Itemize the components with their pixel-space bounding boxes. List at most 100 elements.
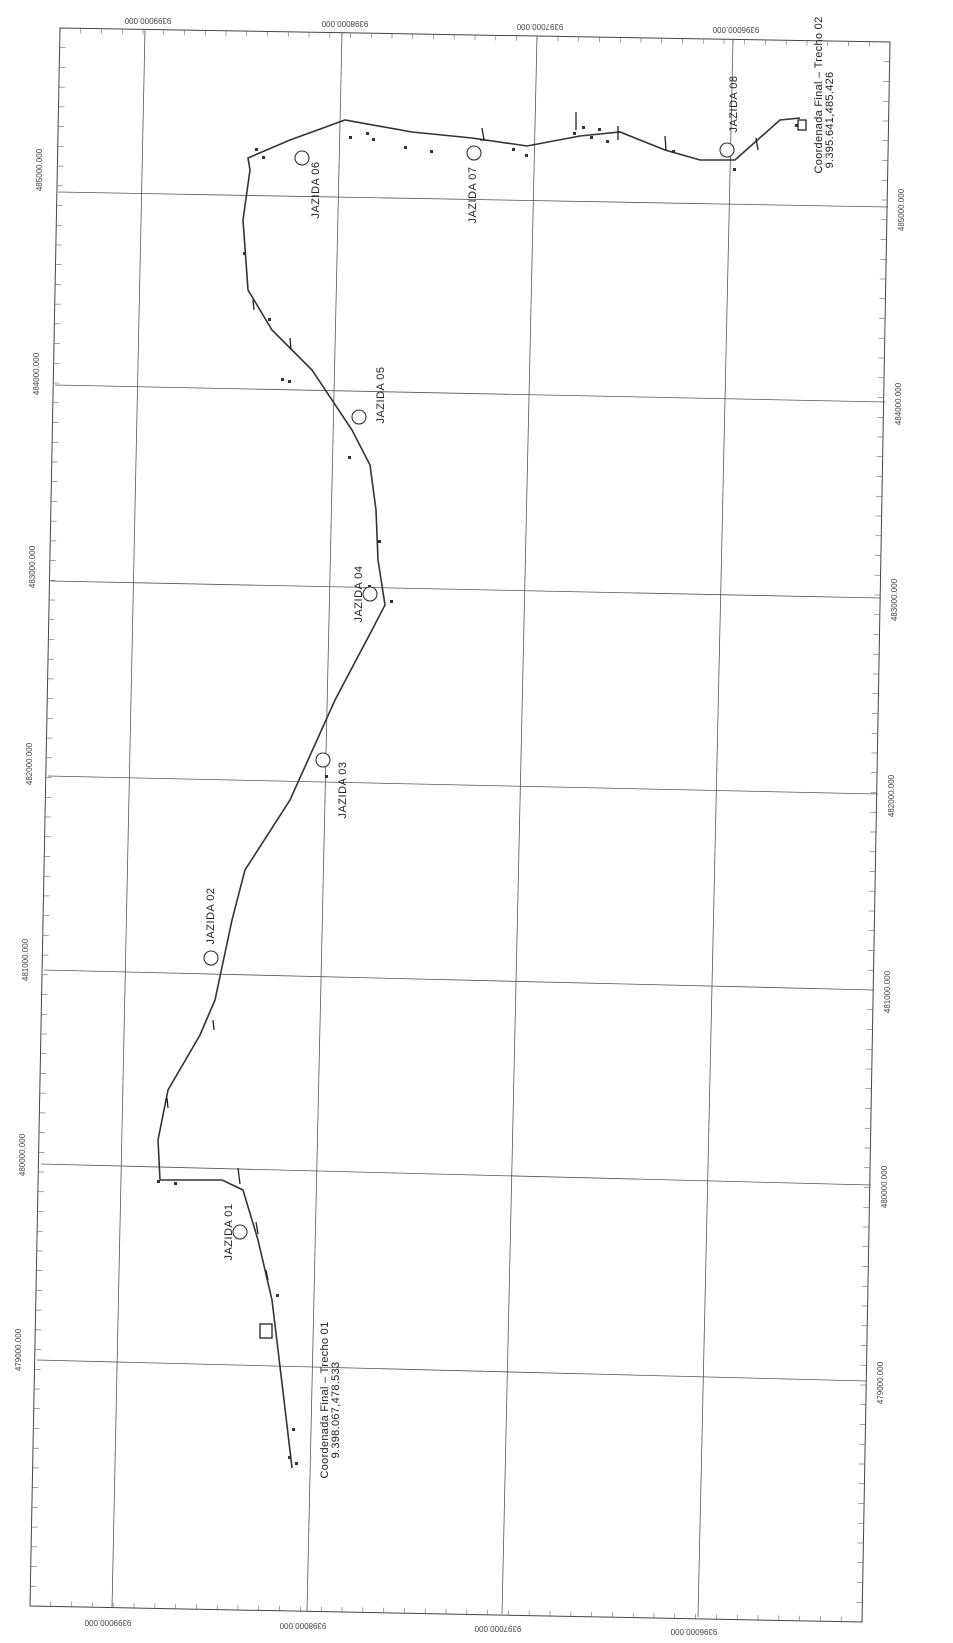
structure-dot bbox=[598, 128, 601, 131]
jazida-05: JAZIDA 05 bbox=[351, 366, 387, 425]
grid-line-9397000 bbox=[501, 35, 538, 1615]
structure-dot bbox=[349, 136, 352, 139]
jazida-04-circle bbox=[362, 586, 378, 602]
right-label-484000: 484000.000 bbox=[894, 382, 903, 425]
culvert-mark bbox=[755, 137, 759, 151]
jazida-02: JAZIDA 02 bbox=[203, 887, 219, 966]
structure-dot bbox=[795, 124, 798, 127]
structure-dot bbox=[404, 146, 407, 149]
structure-dot bbox=[525, 154, 528, 157]
left-axis-labels: 485000.000 484000.000 483000.000 482000.… bbox=[14, 148, 44, 1371]
bottom-label-1: 9399000.000 bbox=[84, 1618, 131, 1627]
right-label-483000: 483000.000 bbox=[890, 578, 899, 621]
structure-dot bbox=[378, 540, 381, 543]
grid-line-481000 bbox=[43, 969, 875, 991]
structure-dot bbox=[590, 136, 593, 139]
culvert-mark bbox=[289, 337, 292, 351]
left-label-484000: 484000.000 bbox=[32, 352, 41, 395]
structure-dot bbox=[292, 1428, 295, 1431]
northing-grid-lines bbox=[111, 29, 734, 1618]
grid-line-484000 bbox=[54, 384, 886, 403]
right-label-481000: 481000.000 bbox=[883, 970, 892, 1013]
roadside-structures bbox=[157, 119, 807, 1465]
easting-grid-lines bbox=[36, 191, 889, 1382]
culvert-mark bbox=[252, 299, 255, 311]
jazida-07-label: JAZIDA 07 bbox=[467, 166, 479, 223]
top-axis-labels: 9399000.000 9398000.000 9397000.000 9396… bbox=[124, 16, 759, 34]
jazida-06: JAZIDA 06 bbox=[294, 150, 322, 219]
left-label-485000: 485000.000 bbox=[35, 148, 44, 191]
top-label-3: 9397000.000 bbox=[516, 22, 563, 31]
jazida-07: JAZIDA 07 bbox=[466, 145, 482, 224]
structure-dot bbox=[512, 148, 515, 151]
jazida-08-label: JAZIDA 08 bbox=[728, 75, 740, 132]
top-label-1: 9399000.000 bbox=[124, 16, 171, 25]
right-axis-labels: 485000.000 484000.000 483000.000 482000.… bbox=[876, 188, 906, 1404]
culvert-mark bbox=[265, 1269, 269, 1281]
structure-dot bbox=[372, 138, 375, 141]
bottom-label-2: 9398000.000 bbox=[279, 1621, 326, 1630]
jazida-08-circle bbox=[719, 142, 735, 158]
culvert-mark bbox=[480, 127, 486, 141]
structure-dot bbox=[174, 1182, 177, 1185]
road-hatching bbox=[157, 117, 801, 1469]
map-frame bbox=[29, 27, 891, 1623]
jazida-06-circle bbox=[294, 150, 310, 166]
structure-dot bbox=[255, 148, 258, 151]
structure-dot bbox=[288, 1456, 291, 1459]
jazida-05-label: JAZIDA 05 bbox=[375, 366, 387, 423]
bottom-label-3: 9397000.000 bbox=[474, 1624, 521, 1633]
structure-dot bbox=[672, 150, 675, 153]
right-label-482000: 482000.000 bbox=[887, 774, 896, 817]
road-alignment bbox=[157, 117, 801, 1469]
trecho-02-title: Coordenada Final – Trecho 02 bbox=[813, 17, 825, 174]
culvert-mark bbox=[166, 1097, 169, 1109]
trecho-01-title: Coordenada Final – Trecho 01 bbox=[319, 1322, 331, 1479]
right-label-485000: 485000.000 bbox=[897, 188, 906, 231]
jazida-08: JAZIDA 08 bbox=[719, 75, 740, 158]
jazida-01-circle bbox=[232, 1224, 248, 1240]
grid-line-480000 bbox=[40, 1163, 872, 1186]
jazida-04-label: JAZIDA 04 bbox=[353, 565, 365, 622]
jazida-04: JAZIDA 04 bbox=[353, 565, 378, 623]
jazida-01-label: JAZIDA 01 bbox=[223, 1203, 235, 1260]
structure-dot bbox=[733, 168, 736, 171]
trecho-01-coords: 9.398.067,478.533 bbox=[330, 1362, 342, 1459]
right-label-479000: 479000.000 bbox=[876, 1361, 885, 1404]
structure-dot bbox=[582, 126, 585, 129]
structure-dot bbox=[243, 252, 246, 255]
grid-line-9398000 bbox=[306, 32, 343, 1612]
jazida-06-label: JAZIDA 06 bbox=[310, 161, 322, 218]
structure-dot bbox=[348, 456, 351, 459]
jazida-03-label: JAZIDA 03 bbox=[337, 761, 349, 818]
left-label-480000: 480000.000 bbox=[18, 1133, 27, 1176]
structure-dot bbox=[157, 1180, 160, 1183]
structure-box bbox=[259, 1323, 273, 1339]
structure-dot bbox=[276, 1294, 279, 1297]
culvert-mark bbox=[212, 1019, 215, 1031]
left-label-481000: 481000.000 bbox=[21, 938, 30, 981]
left-label-482000: 482000.000 bbox=[25, 742, 34, 785]
jazida-markers: JAZIDA 01 JAZIDA 02 JAZIDA 03 JAZIDA 04 … bbox=[203, 75, 740, 1261]
structure-dot bbox=[606, 140, 609, 143]
right-label-480000: 480000.000 bbox=[880, 1165, 889, 1208]
culvert-mark bbox=[237, 1167, 241, 1185]
frame-ticks bbox=[30, 28, 890, 1622]
bottom-axis-labels: 9399000.000 9398000.000 9397000.000 9396… bbox=[84, 1618, 717, 1636]
trecho-02-coords: 9.395.641,485.426 bbox=[824, 72, 836, 169]
structure-dot bbox=[366, 132, 369, 135]
culvert-mark bbox=[664, 135, 667, 151]
structure-dot bbox=[573, 132, 576, 135]
structure-dot bbox=[262, 156, 265, 159]
structure-dot bbox=[288, 380, 291, 383]
bottom-label-4: 9396000.000 bbox=[670, 1627, 717, 1636]
jazida-01: JAZIDA 01 bbox=[223, 1203, 248, 1261]
left-label-479000: 479000.000 bbox=[14, 1328, 23, 1371]
grid-line-9396000 bbox=[697, 38, 734, 1618]
structure-dot bbox=[390, 600, 393, 603]
jazida-02-circle bbox=[203, 950, 219, 966]
jazida-05-circle bbox=[351, 409, 367, 425]
jazida-07-circle bbox=[466, 145, 482, 161]
top-label-4: 9396000.000 bbox=[712, 25, 759, 34]
grid-line-9399000 bbox=[111, 29, 146, 1609]
